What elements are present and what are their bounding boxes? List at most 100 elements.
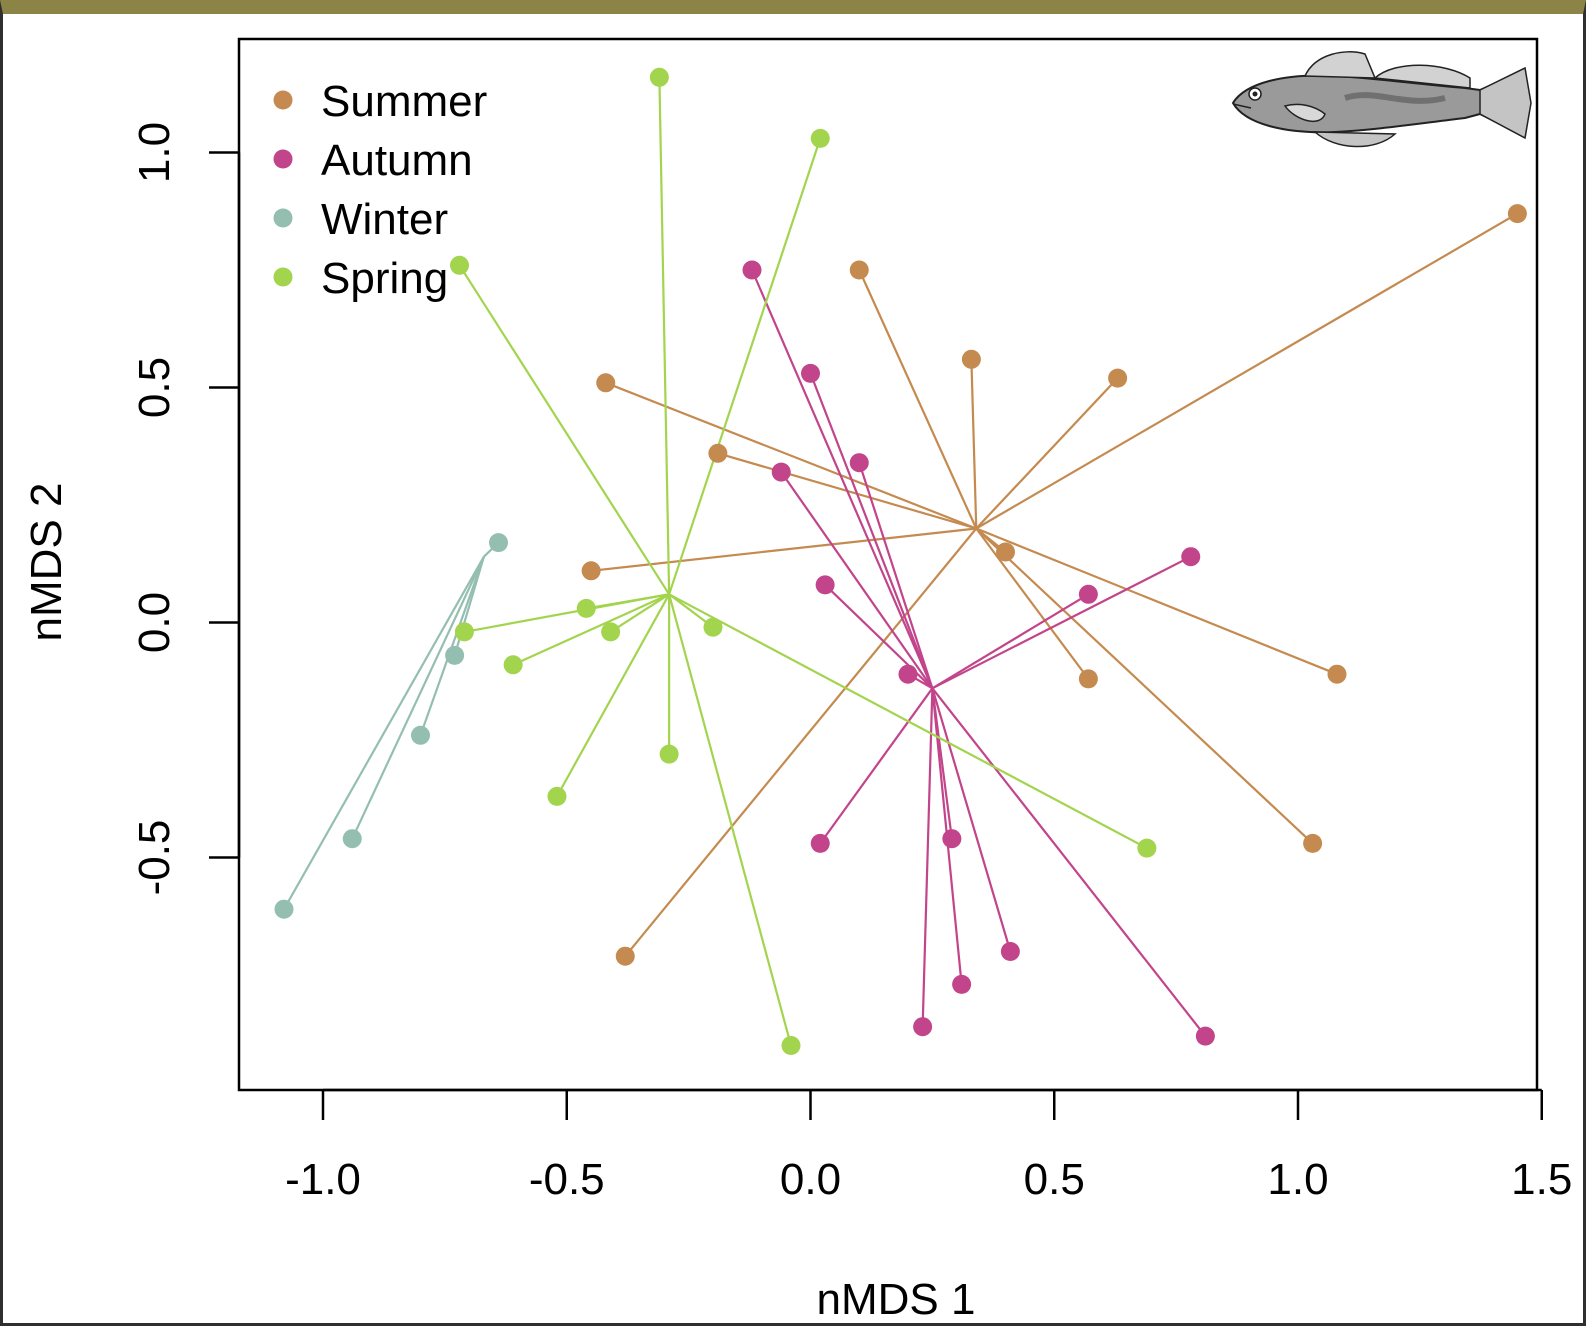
y-tick-label: 0.5 bbox=[130, 357, 179, 418]
point-winter-1 bbox=[445, 645, 465, 665]
x-axis-title: nMDS 1 bbox=[817, 1275, 976, 1324]
y-tick-label: 0.0 bbox=[130, 592, 179, 653]
segment-summer-0 bbox=[975, 212, 1518, 530]
point-autumn-6 bbox=[815, 575, 835, 595]
segment-autumn-12 bbox=[921, 688, 934, 1027]
point-autumn-12 bbox=[913, 1017, 933, 1037]
x-axis: -1.0 -0.5 0.0 0.5 1.0 1.5 bbox=[285, 1088, 1572, 1204]
segment-summer-11 bbox=[624, 527, 978, 957]
point-autumn-1 bbox=[801, 363, 820, 383]
segment-spring-2 bbox=[458, 264, 671, 595]
point-summer-9 bbox=[1327, 664, 1347, 684]
legend-label-spring: Spring bbox=[321, 254, 448, 303]
point-summer-4 bbox=[596, 373, 616, 393]
legend: Summer Autumn Winter Spring bbox=[273, 77, 487, 303]
point-autumn-3 bbox=[771, 462, 791, 482]
segment-autumn-8 bbox=[819, 687, 934, 845]
x-tick-label: -0.5 bbox=[529, 1155, 605, 1204]
nmds-scatter-plot: -1.0 -0.5 0.0 0.5 1.0 1.5 -0.5 0.0 0.5 1.0 nMDS … bbox=[22, 37, 1572, 1324]
y-axis: -0.5 0.0 0.5 1.0 bbox=[130, 122, 241, 896]
legend-label-winter: Winter bbox=[321, 195, 448, 244]
segment-spring-5 bbox=[610, 593, 670, 633]
segment-spring-11 bbox=[668, 594, 793, 1046]
point-summer-7 bbox=[996, 542, 1015, 562]
point-summer-3 bbox=[1108, 368, 1128, 388]
y-tick-label: 1.0 bbox=[130, 122, 179, 183]
point-autumn-10 bbox=[1000, 942, 1020, 961]
point-summer-5 bbox=[708, 443, 728, 463]
legend-marker-autumn bbox=[273, 149, 293, 169]
point-autumn-9 bbox=[942, 829, 962, 849]
x-tick-label: -1.0 bbox=[285, 1155, 361, 1204]
segment-autumn-13 bbox=[931, 687, 1207, 1037]
segment-summer-2 bbox=[970, 359, 978, 529]
segment-spring-0 bbox=[658, 77, 671, 595]
segment-summer-1 bbox=[858, 269, 978, 529]
segment-autumn-10 bbox=[931, 687, 1012, 952]
x-tick-label: 1.0 bbox=[1267, 1155, 1328, 1204]
segment-spring-4 bbox=[464, 593, 670, 633]
point-autumn-7 bbox=[898, 664, 918, 684]
x-tick-label: 0.5 bbox=[1024, 1155, 1085, 1204]
segment-autumn-3 bbox=[780, 471, 934, 689]
point-spring-11 bbox=[781, 1036, 801, 1055]
segment-winter-4 bbox=[283, 556, 485, 910]
point-summer-6 bbox=[581, 561, 601, 581]
fish-illustration-icon bbox=[1231, 51, 1532, 148]
point-autumn-13 bbox=[1195, 1026, 1215, 1046]
point-spring-2 bbox=[450, 255, 469, 275]
segment-winter-3 bbox=[351, 556, 485, 840]
point-summer-10 bbox=[1303, 833, 1323, 853]
point-spring-6 bbox=[703, 617, 723, 637]
segment-summer-4 bbox=[605, 381, 977, 530]
point-winter-0 bbox=[489, 533, 508, 553]
segment-autumn-4 bbox=[931, 555, 1192, 690]
x-tick-label: 0.0 bbox=[780, 1155, 841, 1204]
point-summer-2 bbox=[961, 349, 981, 369]
point-summer-0 bbox=[1507, 204, 1527, 224]
point-spring-8 bbox=[659, 744, 679, 764]
point-spring-7 bbox=[503, 655, 523, 675]
spider-segments bbox=[283, 77, 1518, 1046]
segment-summer-8 bbox=[975, 527, 1090, 680]
legend-marker-winter bbox=[273, 208, 293, 228]
segment-autumn-5 bbox=[931, 593, 1089, 690]
x-tick-label: 1.5 bbox=[1511, 1155, 1572, 1204]
segment-summer-10 bbox=[975, 527, 1314, 845]
y-axis-title: nMDS 2 bbox=[22, 483, 71, 642]
point-winter-3 bbox=[342, 829, 362, 849]
segment-summer-9 bbox=[975, 527, 1338, 676]
point-spring-4 bbox=[454, 622, 474, 642]
point-spring-9 bbox=[547, 786, 567, 806]
segment-spring-9 bbox=[556, 593, 671, 797]
legend-label-summer: Summer bbox=[321, 77, 487, 126]
legend-label-autumn: Autumn bbox=[321, 136, 473, 185]
segment-autumn-0 bbox=[750, 269, 934, 689]
point-autumn-4 bbox=[1181, 547, 1201, 567]
segment-winter-2 bbox=[419, 556, 485, 736]
point-spring-1 bbox=[810, 128, 830, 148]
point-spring-5 bbox=[601, 622, 621, 642]
point-winter-2 bbox=[411, 725, 430, 745]
data-points bbox=[274, 67, 1527, 1055]
point-autumn-5 bbox=[1078, 584, 1098, 604]
point-autumn-8 bbox=[810, 833, 830, 853]
point-spring-0 bbox=[649, 67, 669, 87]
segment-summer-6 bbox=[591, 527, 977, 572]
point-summer-1 bbox=[849, 260, 869, 280]
y-tick-label: -0.5 bbox=[130, 820, 179, 896]
point-autumn-11 bbox=[952, 974, 972, 994]
legend-marker-spring bbox=[273, 267, 293, 287]
segment-spring-10 bbox=[668, 593, 1148, 850]
point-spring-3 bbox=[576, 598, 596, 618]
segment-autumn-2 bbox=[858, 462, 934, 689]
legend-marker-summer bbox=[273, 90, 293, 110]
segment-summer-3 bbox=[975, 377, 1119, 530]
point-autumn-0 bbox=[742, 260, 762, 280]
segment-autumn-1 bbox=[809, 373, 934, 689]
point-autumn-2 bbox=[849, 453, 869, 473]
point-summer-11 bbox=[615, 946, 635, 966]
point-spring-10 bbox=[1137, 838, 1157, 858]
point-winter-4 bbox=[274, 899, 294, 919]
